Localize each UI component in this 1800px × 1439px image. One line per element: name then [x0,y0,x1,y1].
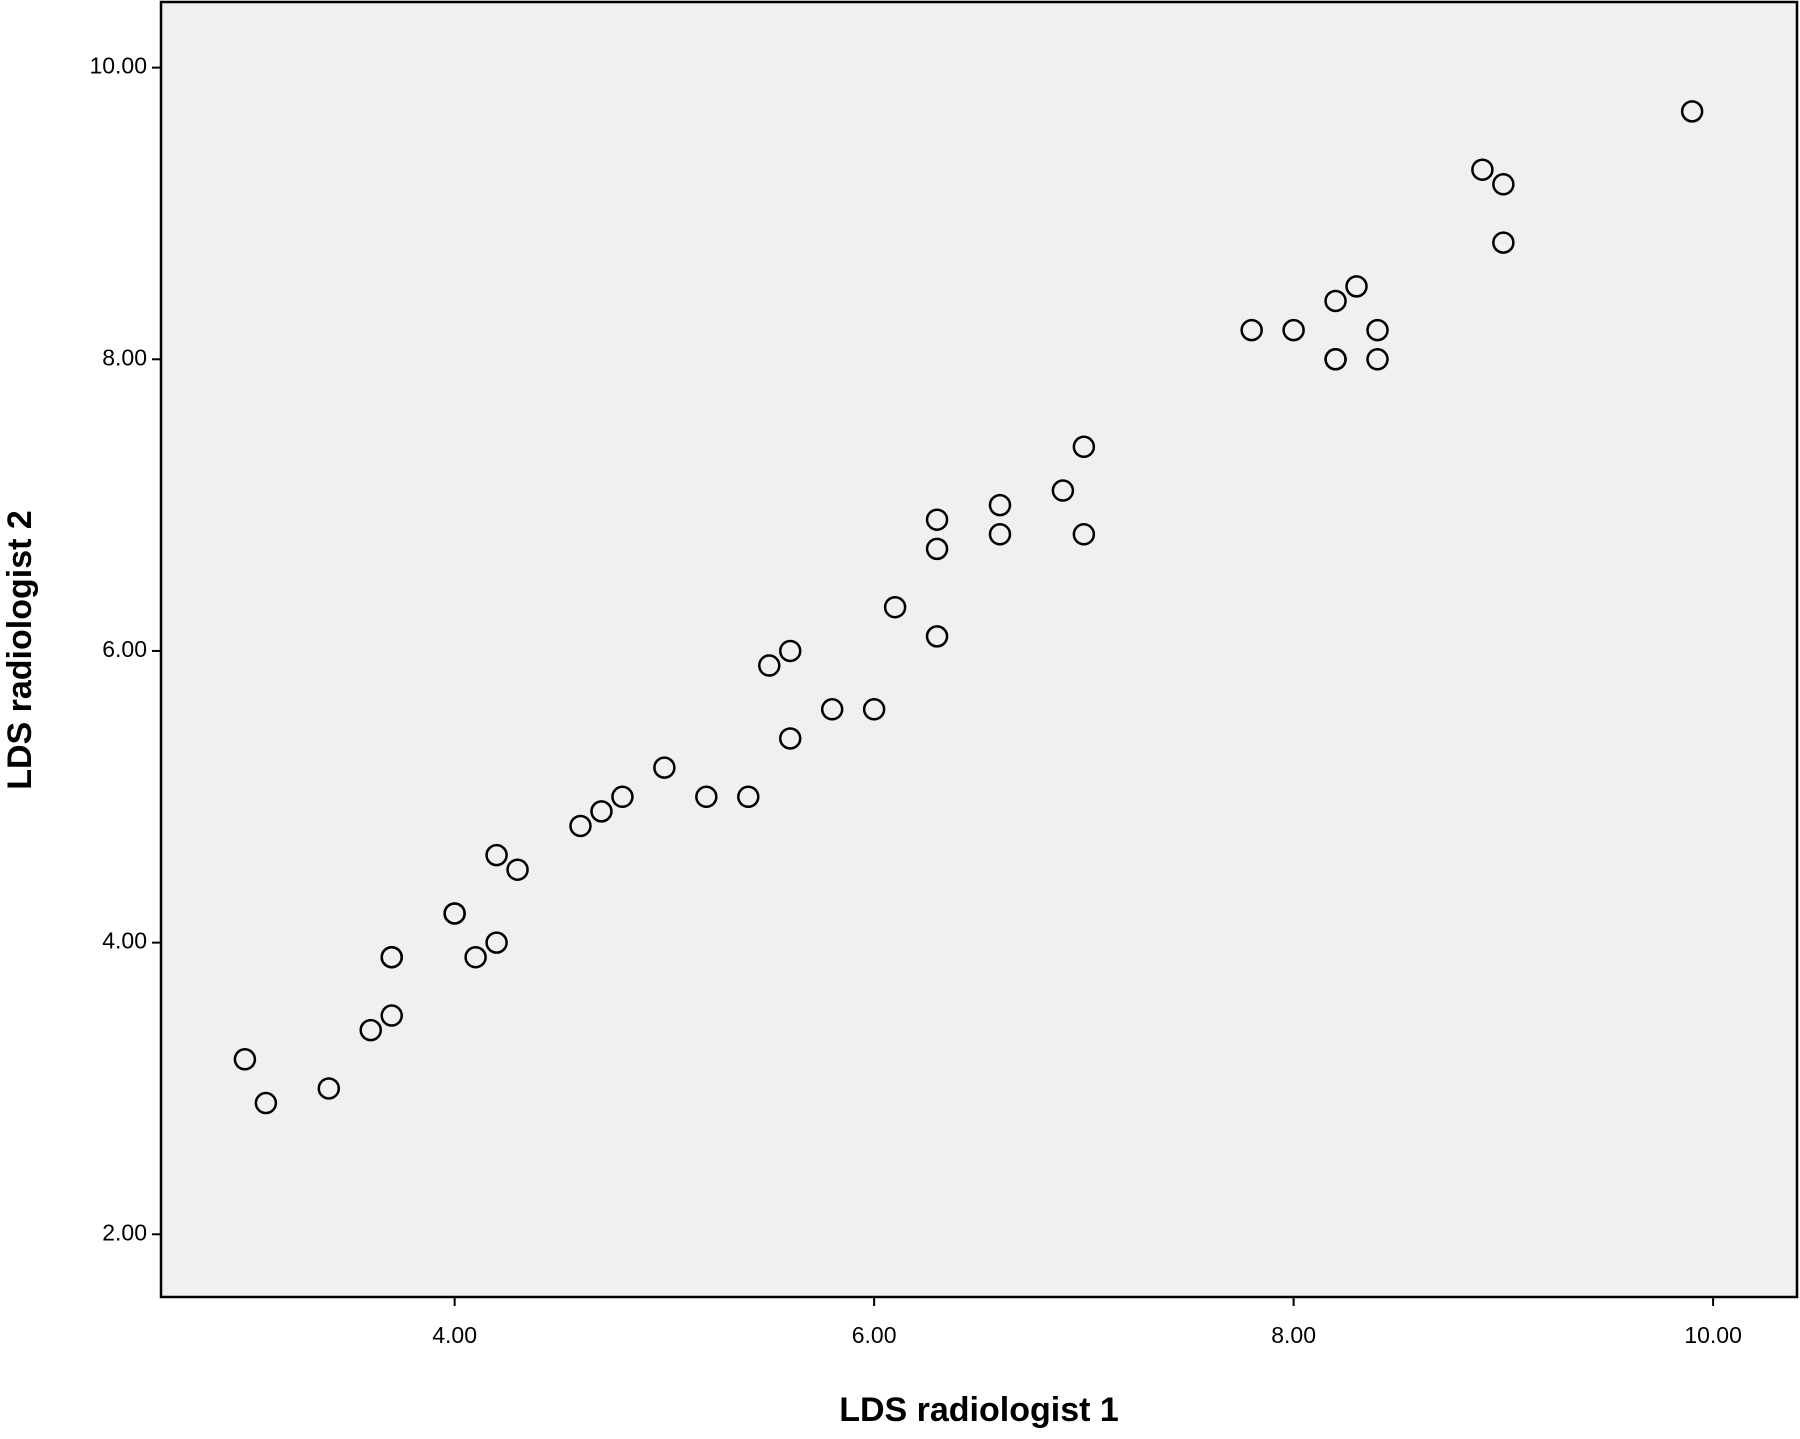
point [778,639,802,663]
point [506,858,529,881]
point [464,945,487,969]
y-tick-label: 6.00 [102,636,147,662]
y-tick-label: 4.00 [102,928,147,954]
point [925,537,949,561]
x-tick-label: 6.00 [852,1322,897,1348]
point [359,1018,382,1042]
x-axis-title: LDS radiologist 1 [839,1391,1119,1429]
point [485,843,508,867]
point [1282,318,1305,342]
point [988,523,1012,546]
plot-area [159,0,1799,1299]
point [1366,318,1389,342]
y-tick-label: 10.00 [89,53,147,79]
point [695,785,718,809]
point [611,785,634,809]
point [1492,231,1515,254]
point [1680,100,1704,123]
point [820,698,844,721]
point [1072,523,1096,546]
point [1240,318,1263,342]
point [254,1091,278,1115]
point [569,814,592,838]
point [233,1048,257,1071]
point [862,698,886,721]
y-tick-label: 2.00 [102,1219,147,1245]
point [443,902,466,925]
x-tick-label: 10.00 [1684,1322,1742,1348]
point [737,785,760,809]
point [1492,173,1515,196]
point [485,931,508,954]
x-tick-label: 8.00 [1271,1322,1316,1348]
point [590,800,613,823]
point [1324,289,1347,313]
point [988,493,1012,517]
point [778,727,802,750]
point [1324,348,1347,371]
point [380,1004,403,1027]
point [1345,275,1368,298]
point [1072,435,1096,459]
point [925,625,949,648]
y-axis-title: LDS radiologist 2 [1,510,39,790]
point [883,595,907,619]
point [653,756,676,779]
point [1051,479,1075,502]
point [317,1077,341,1100]
point [925,508,949,531]
point [758,654,781,677]
point [1366,348,1389,371]
y-tick-label: 8.00 [102,344,147,370]
point [1471,158,1494,181]
x-tick-label: 4.00 [432,1322,477,1348]
point [380,945,403,969]
